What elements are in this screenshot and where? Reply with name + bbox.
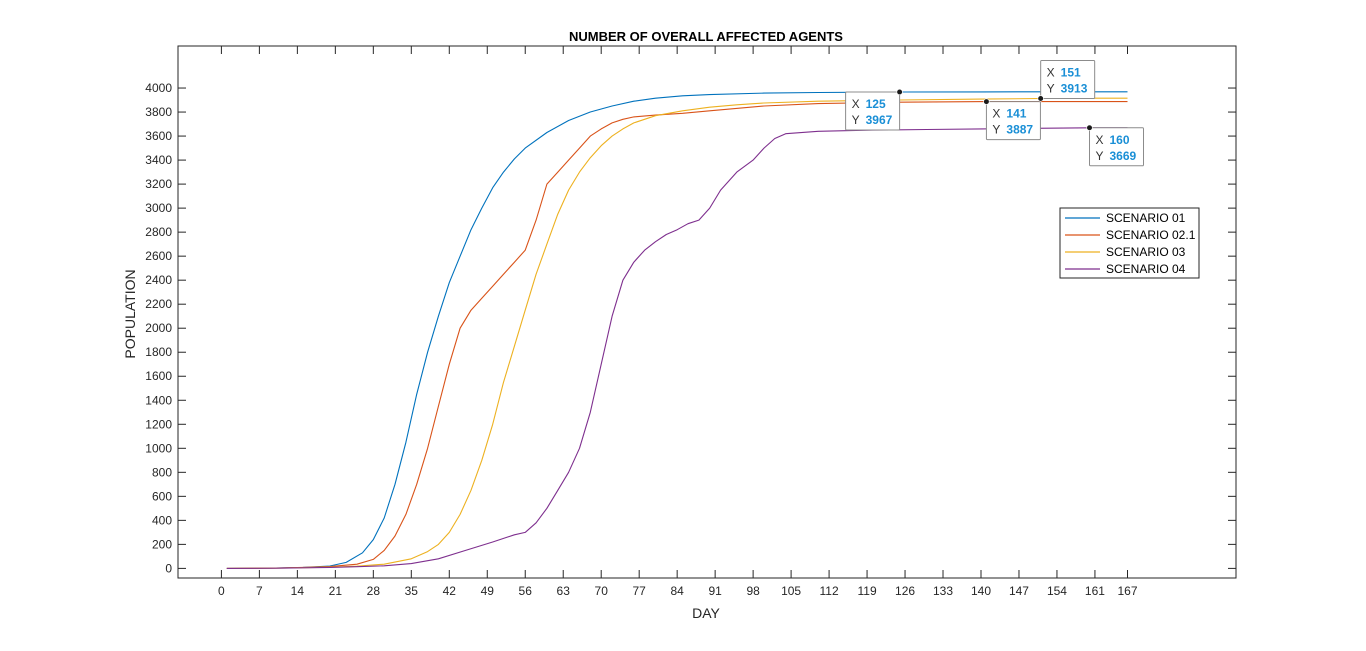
datatip-layer: X 125 Y 3967 X 141 Y 3887 X 151 Y 3913 X 160 Y 3669 <box>845 59 1145 167</box>
datatip[interactable]: X 125 Y 3967 <box>845 88 903 131</box>
datatip-x-value: 141 <box>1006 107 1026 121</box>
x-tick-label: 105 <box>781 584 801 598</box>
plot-area <box>177 45 1237 579</box>
datatip-marker[interactable] <box>1086 124 1093 131</box>
y-tick-label: 3600 <box>145 129 172 143</box>
series-layer <box>226 91 1128 569</box>
datatip-marker[interactable] <box>1037 95 1044 102</box>
x-tick-label: 77 <box>632 584 646 598</box>
datatip-x-key: X <box>992 107 1000 121</box>
x-tick-label: 133 <box>933 584 953 598</box>
legend-box <box>1059 207 1200 279</box>
y-tick-label: 3200 <box>145 177 172 191</box>
datatip-box <box>1040 59 1096 99</box>
datatip-y-value: 3913 <box>1061 81 1088 95</box>
datatip-marker[interactable] <box>896 88 903 96</box>
series-line-2 <box>226 101 1128 569</box>
x-tick-label: 49 <box>481 584 495 598</box>
x-tick-label: 154 <box>1047 584 1067 598</box>
y-tick-label: 1400 <box>145 393 172 407</box>
y-tick-label: 2200 <box>145 297 172 311</box>
datatip-box <box>1089 127 1145 167</box>
datatip-x-key: X <box>1096 133 1104 147</box>
datatip-x-value: 125 <box>866 97 886 111</box>
y-tick-label: 0 <box>165 561 172 575</box>
y-tick-label: 4000 <box>145 81 172 95</box>
x-tick-label: 0 <box>218 584 225 598</box>
x-axis-label: DAY <box>692 605 720 621</box>
y-tick-label: 200 <box>152 537 172 551</box>
y-tick-label: 1600 <box>145 369 172 383</box>
series-line-1 <box>226 91 1128 569</box>
datatip-x-key: X <box>1047 65 1055 79</box>
y-tick-label: 2600 <box>145 249 172 263</box>
y-tick-label: 2400 <box>145 273 172 287</box>
datatip-x-key: X <box>852 97 860 111</box>
legend-entry: SCENARIO 03 <box>1106 245 1186 259</box>
x-tick-label: 14 <box>291 584 305 598</box>
x-tick-label: 7 <box>256 584 263 598</box>
datatip-x-value: 151 <box>1061 65 1081 79</box>
x-tick-label: 84 <box>670 584 684 598</box>
y-tick-label: 3000 <box>145 201 172 215</box>
x-tick-label: 112 <box>820 584 839 598</box>
legend-entry: SCENARIO 04 <box>1106 262 1186 276</box>
x-tick-label: 119 <box>857 584 876 598</box>
x-tick-label: 28 <box>367 584 381 598</box>
x-tick-label: 70 <box>595 584 609 598</box>
datatip-y-value: 3967 <box>866 113 893 127</box>
series-line-3 <box>226 97 1128 569</box>
legend-entry: SCENARIO 01 <box>1106 211 1186 225</box>
x-tick-label: 126 <box>895 584 915 598</box>
y-tick-label: 3400 <box>145 153 172 167</box>
x-tick-label: 140 <box>971 584 991 598</box>
x-tick-label: 167 <box>1117 584 1137 598</box>
x-tick-label: 56 <box>519 584 533 598</box>
datatip-y-value: 3669 <box>1110 149 1137 163</box>
y-tick-label: 1800 <box>145 345 172 359</box>
y-tick-label: 1000 <box>145 441 172 455</box>
y-axis-label: POPULATION <box>122 269 138 358</box>
datatip-y-key: Y <box>992 123 1000 137</box>
datatip[interactable]: X 160 Y 3669 <box>1086 124 1145 167</box>
x-tick-label: 35 <box>405 584 419 598</box>
y-tick-label: 600 <box>152 489 172 503</box>
y-tick-label: 400 <box>152 513 172 527</box>
datatip-y-value: 3887 <box>1006 123 1033 137</box>
datatip-x-value: 160 <box>1110 133 1130 147</box>
datatip-box <box>845 91 901 131</box>
x-tick-label: 98 <box>746 584 760 598</box>
datatip[interactable]: X 151 Y 3913 <box>1037 59 1096 102</box>
datatip-marker[interactable] <box>983 98 990 105</box>
datatip-y-key: Y <box>1047 81 1055 95</box>
x-tick-label: 42 <box>443 584 457 598</box>
x-tick-label: 161 <box>1085 584 1105 598</box>
datatip[interactable]: X 141 Y 3887 <box>983 98 1041 141</box>
y-tick-label: 800 <box>152 465 172 479</box>
chart-title: NUMBER OF OVERALL AFFECTED AGENTS <box>569 29 843 44</box>
legend-entry: SCENARIO 02.1 <box>1106 228 1196 242</box>
datatip-y-key: Y <box>1096 149 1104 163</box>
legend: SCENARIO 01 SCENARIO 02.1 SCENARIO 03 SCENA… <box>1059 207 1200 279</box>
y-tick-label: 2800 <box>145 225 172 239</box>
y-tick-label: 1200 <box>145 417 172 431</box>
y-tick-label: 3800 <box>145 105 172 119</box>
series-line-4 <box>226 127 1128 569</box>
datatip-box <box>985 101 1041 141</box>
x-tick-label: 63 <box>557 584 571 598</box>
x-tick-label: 91 <box>708 584 722 598</box>
datatip-y-key: Y <box>852 113 860 127</box>
tick-layer: 0 7 14 21 28 35 42 49 56 63 70 77 84 91 98 105 112 119 126… <box>145 46 1236 598</box>
x-tick-label: 21 <box>329 584 343 598</box>
y-tick-label: 2000 <box>145 321 172 335</box>
x-tick-label: 147 <box>1009 584 1029 598</box>
